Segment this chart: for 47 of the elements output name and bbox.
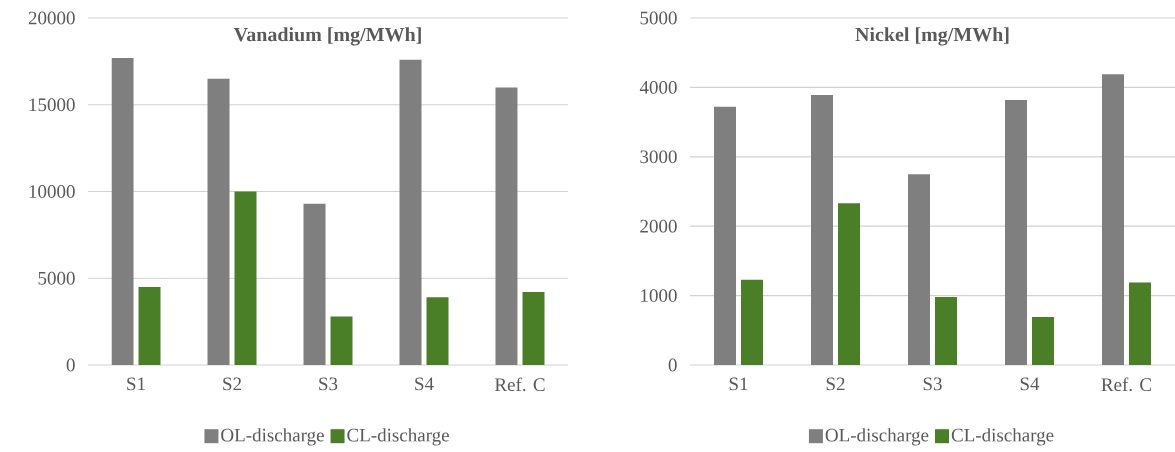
x-tick-label: Ref. C xyxy=(1101,377,1152,392)
bar xyxy=(522,292,545,365)
legend-label: CL-discharge xyxy=(951,428,1054,446)
bar xyxy=(811,95,833,365)
chart-title: Nickel [mg/MWh] xyxy=(855,27,1009,46)
chart-title: Vanadium [mg/MWh] xyxy=(233,27,421,46)
y-tick-label: 10000 xyxy=(29,185,75,198)
x-tick-label: S1 xyxy=(729,377,748,391)
y-tick-label: 3000 xyxy=(640,150,677,164)
bar xyxy=(714,106,736,365)
bar xyxy=(908,174,930,365)
y-tick-label: 2000 xyxy=(640,219,677,233)
y-tick-label: 0 xyxy=(66,358,75,372)
bar xyxy=(426,297,449,365)
bar xyxy=(1031,317,1054,365)
x-tick-label: S3 xyxy=(923,377,942,391)
y-tick-label: 5000 xyxy=(38,271,75,285)
bar xyxy=(935,296,957,365)
bar xyxy=(138,286,161,365)
y-tick-label: 15000 xyxy=(29,98,75,112)
x-tick-label: S4 xyxy=(1020,377,1040,391)
x-tick-label: S2 xyxy=(223,377,241,391)
x-tick-label: S3 xyxy=(319,377,338,391)
x-tick-label: S1 xyxy=(127,377,145,391)
bar xyxy=(495,87,518,365)
x-tick-label: S2 xyxy=(826,377,845,391)
bar xyxy=(1005,99,1027,365)
bar xyxy=(741,279,763,365)
y-tick-label: 5000 xyxy=(640,11,677,25)
bar xyxy=(234,191,257,365)
y-tick-label: 20000 xyxy=(28,11,75,25)
bar xyxy=(838,203,860,365)
bar xyxy=(1128,282,1151,365)
y-tick-label: 4000 xyxy=(639,81,677,94)
x-tick-label: Ref. C xyxy=(494,377,545,392)
y-tick-label: 1000 xyxy=(641,289,677,302)
bar xyxy=(303,203,326,365)
y-tick-label: 0 xyxy=(668,358,677,372)
legend-label: OL-discharge xyxy=(221,428,324,446)
x-tick-label: S4 xyxy=(415,377,434,391)
legend-label: OL-discharge xyxy=(825,428,929,446)
bar xyxy=(1101,74,1124,365)
bar xyxy=(330,316,353,365)
bar xyxy=(111,57,134,365)
legend-label: CL-discharge xyxy=(347,428,449,446)
bar xyxy=(399,59,422,365)
bar xyxy=(207,78,230,365)
